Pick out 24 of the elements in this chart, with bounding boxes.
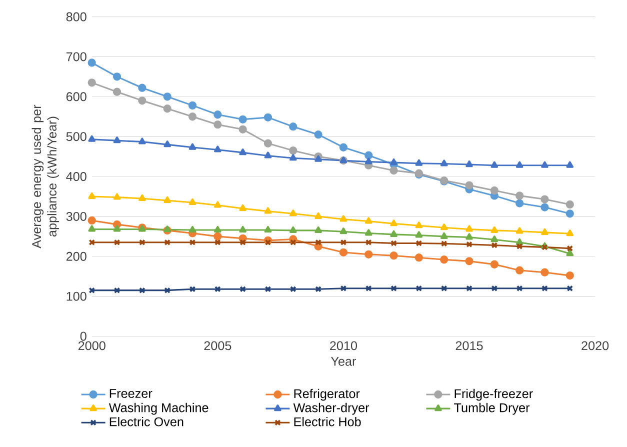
- y-tick-label: 600: [66, 92, 86, 101]
- x-tick-label: 2005: [204, 341, 232, 350]
- y-tick-label: 700: [66, 52, 86, 62]
- x-tick-label: 2020: [582, 341, 609, 350]
- y-tick-label: 800: [66, 12, 86, 22]
- legend-label: Fridge-freezer: [454, 388, 533, 400]
- legend-label: Electric Hob: [294, 416, 361, 426]
- y-tick-label: 300: [66, 212, 86, 221]
- legend-label: Washer-dryer: [293, 402, 370, 415]
- legend-label: Tumble Dryer: [454, 402, 530, 415]
- y-tick-label: 100: [66, 292, 86, 301]
- x-tick-label: 2010: [330, 341, 358, 350]
- x-axis-title: Year: [330, 356, 356, 366]
- y-tick-label: 500: [66, 132, 86, 141]
- legend-label: Electric Oven: [110, 416, 184, 426]
- y-tick-label: 200: [66, 252, 86, 261]
- x-tick-label: 2000: [78, 341, 106, 350]
- legend-label: Refrigerator: [294, 388, 360, 400]
- legend-label: Freezer: [110, 388, 152, 398]
- y-axis-title: Average energy used per appliance (kWh/Year): [32, 104, 59, 248]
- legend-label: Washing Machine: [108, 402, 208, 415]
- y-tick-label: 0: [80, 332, 86, 341]
- x-tick-label: 2015: [456, 341, 483, 350]
- y-tick-label: 400: [66, 172, 86, 181]
